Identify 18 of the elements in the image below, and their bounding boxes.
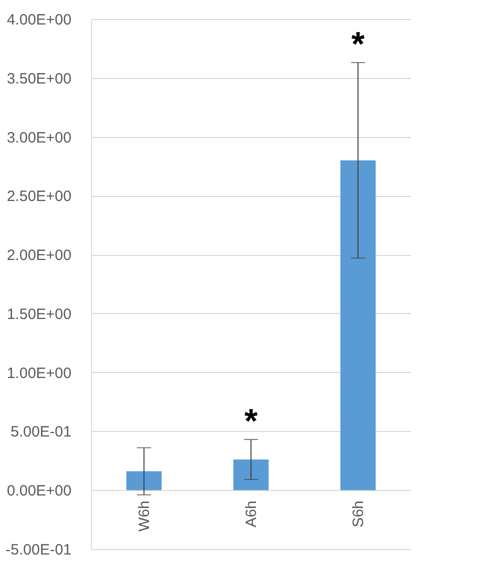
y-tick-label: 3.00E+00 bbox=[6, 129, 72, 146]
y-tick-label: 0.00E+00 bbox=[6, 482, 72, 500]
x-tick-label: W6h bbox=[136, 500, 153, 532]
y-tick-label: 5.00E-01 bbox=[10, 424, 72, 441]
y-tick-label: 2.00E+00 bbox=[6, 247, 72, 264]
y-tick-label: 3.50E+00 bbox=[6, 70, 72, 88]
data-label: * bbox=[244, 402, 258, 440]
y-tick-label: 4.00E+00 bbox=[6, 12, 72, 28]
x-tick-label: S6h bbox=[350, 500, 368, 528]
data-label: * bbox=[351, 26, 366, 64]
y-tick-label: -5.00E-01 bbox=[6, 542, 72, 558]
bar bbox=[233, 459, 269, 490]
x-tick-label: A6h bbox=[243, 500, 260, 528]
y-tick-label: 1.00E+00 bbox=[6, 364, 72, 382]
bar bbox=[340, 160, 376, 490]
y-tick-label: 1.50E+00 bbox=[6, 306, 72, 323]
y-tick-label: 2.50E+00 bbox=[6, 188, 72, 206]
bar bbox=[126, 471, 162, 490]
